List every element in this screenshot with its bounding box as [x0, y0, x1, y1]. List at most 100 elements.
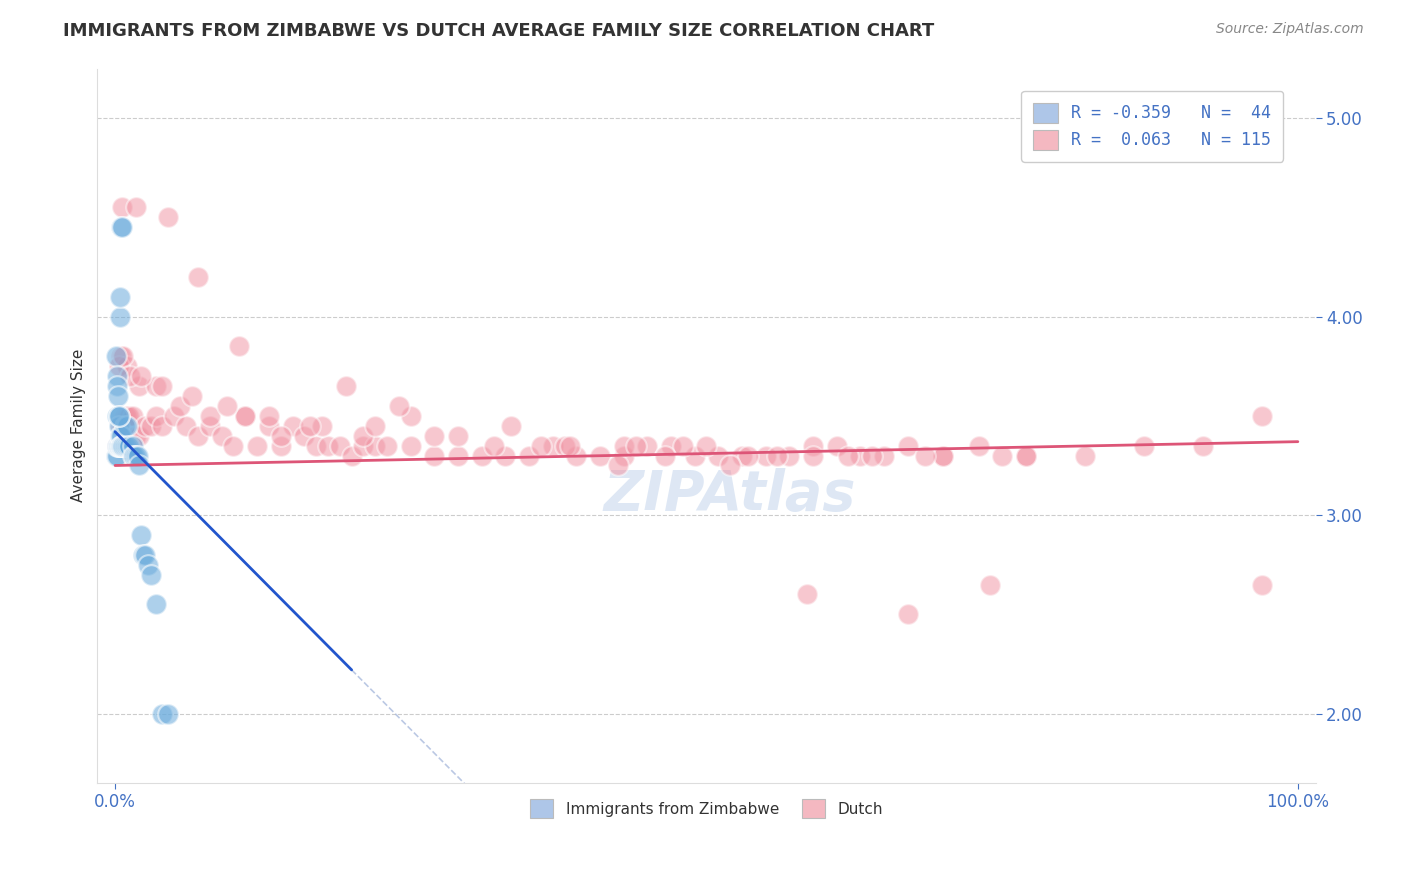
Point — [134, 418, 156, 433]
Point — [129, 528, 152, 542]
Point — [105, 449, 128, 463]
Point — [778, 449, 800, 463]
Y-axis label: Average Family Size: Average Family Size — [72, 349, 86, 502]
Point — [107, 389, 129, 403]
Point — [517, 449, 540, 463]
Point — [1015, 449, 1038, 463]
Point — [329, 439, 352, 453]
Point — [825, 439, 848, 453]
Point — [134, 548, 156, 562]
Point — [152, 706, 174, 721]
Point — [110, 290, 132, 304]
Point — [801, 449, 824, 463]
Point — [636, 439, 658, 453]
Point — [654, 449, 676, 463]
Point — [163, 409, 186, 423]
Point — [105, 369, 128, 384]
Point — [111, 439, 134, 453]
Point — [932, 449, 955, 463]
Point — [157, 211, 180, 225]
Point — [139, 418, 162, 433]
Point — [108, 428, 131, 442]
Point — [530, 439, 553, 453]
Point — [110, 439, 132, 453]
Point — [198, 418, 221, 433]
Point — [707, 449, 730, 463]
Point — [120, 369, 142, 384]
Point — [105, 349, 128, 363]
Point — [122, 449, 145, 463]
Point — [118, 409, 141, 423]
Point — [613, 449, 636, 463]
Point — [979, 577, 1001, 591]
Point — [683, 449, 706, 463]
Point — [1015, 449, 1038, 463]
Point — [108, 439, 131, 453]
Point — [796, 587, 818, 601]
Point — [115, 359, 138, 374]
Point — [292, 428, 315, 442]
Point — [132, 548, 155, 562]
Point — [107, 418, 129, 433]
Point — [107, 409, 129, 423]
Point — [896, 439, 918, 453]
Point — [108, 418, 131, 433]
Point — [766, 449, 789, 463]
Point — [145, 379, 167, 393]
Point — [174, 418, 197, 433]
Point — [849, 449, 872, 463]
Point — [375, 439, 398, 453]
Point — [967, 439, 990, 453]
Point — [335, 379, 357, 393]
Point — [257, 409, 280, 423]
Point — [152, 379, 174, 393]
Point — [388, 399, 411, 413]
Point — [471, 449, 494, 463]
Point — [501, 418, 523, 433]
Point — [187, 428, 209, 442]
Point — [110, 220, 132, 235]
Point — [110, 428, 132, 442]
Point — [737, 449, 759, 463]
Point — [107, 379, 129, 393]
Point — [108, 439, 131, 453]
Point — [801, 439, 824, 453]
Point — [115, 418, 138, 433]
Point — [311, 418, 333, 433]
Point — [128, 379, 150, 393]
Point — [837, 449, 859, 463]
Point — [187, 269, 209, 284]
Text: Source: ZipAtlas.com: Source: ZipAtlas.com — [1216, 22, 1364, 37]
Point — [541, 439, 564, 453]
Point — [1192, 439, 1215, 453]
Point — [110, 220, 132, 235]
Point — [136, 558, 159, 572]
Point — [494, 449, 516, 463]
Text: IMMIGRANTS FROM ZIMBABWE VS DUTCH AVERAGE FAMILY SIZE CORRELATION CHART: IMMIGRANTS FROM ZIMBABWE VS DUTCH AVERAG… — [63, 22, 935, 40]
Point — [127, 449, 149, 463]
Point — [257, 418, 280, 433]
Point — [121, 409, 143, 423]
Point — [128, 458, 150, 473]
Point — [299, 418, 322, 433]
Point — [125, 449, 148, 463]
Point — [565, 449, 588, 463]
Point — [107, 439, 129, 453]
Point — [114, 418, 136, 433]
Point — [399, 409, 422, 423]
Point — [121, 439, 143, 453]
Point — [107, 409, 129, 423]
Point — [554, 439, 576, 453]
Point — [107, 439, 129, 453]
Point — [482, 439, 505, 453]
Point — [198, 409, 221, 423]
Point — [152, 418, 174, 433]
Point — [991, 449, 1014, 463]
Point — [125, 428, 148, 442]
Point — [112, 349, 135, 363]
Point — [270, 439, 292, 453]
Point — [145, 598, 167, 612]
Point — [873, 449, 896, 463]
Legend: Immigrants from Zimbabwe, Dutch: Immigrants from Zimbabwe, Dutch — [523, 791, 890, 825]
Point — [364, 439, 387, 453]
